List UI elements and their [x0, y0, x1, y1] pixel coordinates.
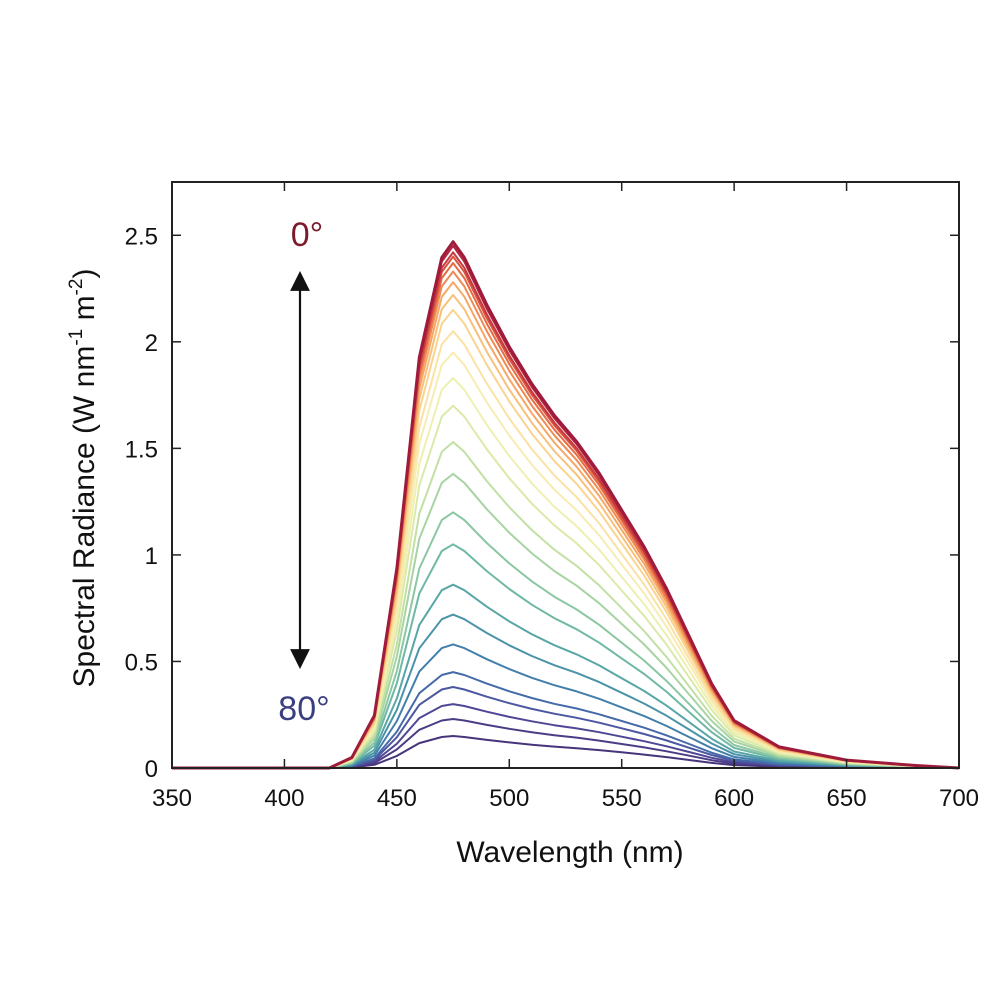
- x-tick-label: 550: [602, 785, 642, 812]
- series-line-21: [172, 686, 960, 769]
- x-tick-label: 500: [489, 785, 529, 812]
- y-tick-label: 0: [145, 756, 158, 783]
- series-line-24: [172, 735, 960, 769]
- y-tick-label: 0.5: [125, 649, 158, 676]
- y-ticks: 0 0.5 1 1.5 2 2.5: [125, 223, 959, 783]
- x-tick-label: 400: [264, 785, 304, 812]
- y-axis-label-sup2: -2: [66, 279, 87, 296]
- y-axis-label-end: ): [68, 269, 101, 279]
- y-tick-label: 2: [145, 330, 158, 357]
- series-group: [172, 240, 960, 770]
- x-ticks: 350 400 450 500 550 600 650 700: [152, 182, 979, 812]
- series-line-16: [172, 543, 960, 769]
- plot-frame: [171, 181, 960, 769]
- series-line-23: [172, 718, 960, 769]
- series-line-18: [172, 613, 960, 769]
- y-axis-label-sup1: -1: [66, 329, 87, 346]
- series-line-20: [172, 671, 960, 769]
- x-tick-label: 650: [827, 785, 867, 812]
- x-tick-label: 700: [939, 785, 979, 812]
- annotation-80-degrees: 80°: [278, 690, 329, 728]
- annotation-0-degrees: 0°: [291, 216, 324, 254]
- x-axis-label: Wavelength (nm): [456, 836, 683, 869]
- x-tick-label: 450: [377, 785, 417, 812]
- y-axis-label: Spectral Radiance (W nm-1 m-2): [66, 269, 101, 688]
- y-axis-label-mid: m: [68, 295, 101, 328]
- x-tick-label: 600: [714, 785, 754, 812]
- series-line-13: [172, 441, 960, 769]
- y-tick-label: 1: [145, 543, 158, 570]
- series-line-15: [172, 511, 960, 769]
- y-axis-label-main: Spectral Radiance (W nm: [68, 346, 101, 688]
- series-line-0: [172, 240, 960, 770]
- x-tick-label: 350: [152, 785, 192, 812]
- series-line-22: [172, 703, 960, 769]
- series-line-17: [172, 583, 960, 769]
- y-tick-label: 2.5: [125, 223, 158, 250]
- y-tick-label: 1.5: [125, 436, 158, 463]
- series-line-14: [172, 472, 960, 769]
- series-line-19: [172, 643, 960, 769]
